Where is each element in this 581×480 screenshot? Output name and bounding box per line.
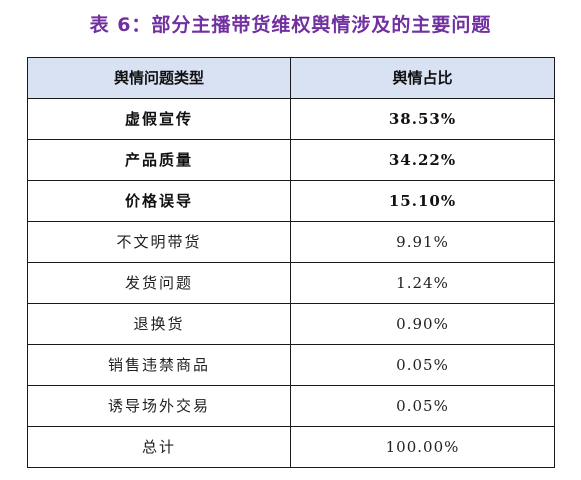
- share-cell: 9.91%: [290, 221, 555, 263]
- share-cell: 34.22%: [290, 139, 555, 181]
- category-cell: 诱导场外交易: [27, 385, 291, 427]
- total-share-cell: 100.00%: [290, 426, 555, 468]
- table-row: 不文明带货 9.91%: [27, 221, 555, 263]
- category-cell: 价格误导: [27, 180, 291, 222]
- table-caption: 表 6：部分主播带货维权舆情涉及的主要问题: [89, 14, 492, 36]
- share-cell: 1.24%: [290, 262, 555, 304]
- share-cell: 0.05%: [290, 344, 555, 386]
- category-cell: 退换货: [27, 303, 291, 345]
- table-row: 发货问题 1.24%: [27, 262, 555, 304]
- table-row: 产品质量 34.22%: [27, 139, 555, 181]
- table-header-row: 舆情问题类型 舆情占比: [27, 57, 555, 99]
- total-label-cell: 总计: [27, 426, 291, 468]
- column-header-share: 舆情占比: [290, 57, 555, 99]
- table-row: 价格误导 15.10%: [27, 180, 555, 222]
- issue-share-table: 舆情问题类型 舆情占比 虚假宣传 38.53% 产品质量 34.22% 价格误导…: [27, 57, 555, 468]
- share-cell: 38.53%: [290, 98, 555, 140]
- category-cell: 产品质量: [27, 139, 291, 181]
- category-cell: 发货问题: [27, 262, 291, 304]
- table-row: 销售违禁商品 0.05%: [27, 344, 555, 386]
- share-cell: 0.05%: [290, 385, 555, 427]
- total-row: 总计 100.00%: [27, 426, 555, 468]
- category-cell: 不文明带货: [27, 221, 291, 263]
- table-row: 退换货 0.90%: [27, 303, 555, 345]
- table-row: 诱导场外交易 0.05%: [27, 385, 555, 427]
- share-cell: 15.10%: [290, 180, 555, 222]
- column-header-category: 舆情问题类型: [27, 57, 291, 99]
- share-cell: 0.90%: [290, 303, 555, 345]
- category-cell: 销售违禁商品: [27, 344, 291, 386]
- category-cell: 虚假宣传: [27, 98, 291, 140]
- table-row: 虚假宣传 38.53%: [27, 98, 555, 140]
